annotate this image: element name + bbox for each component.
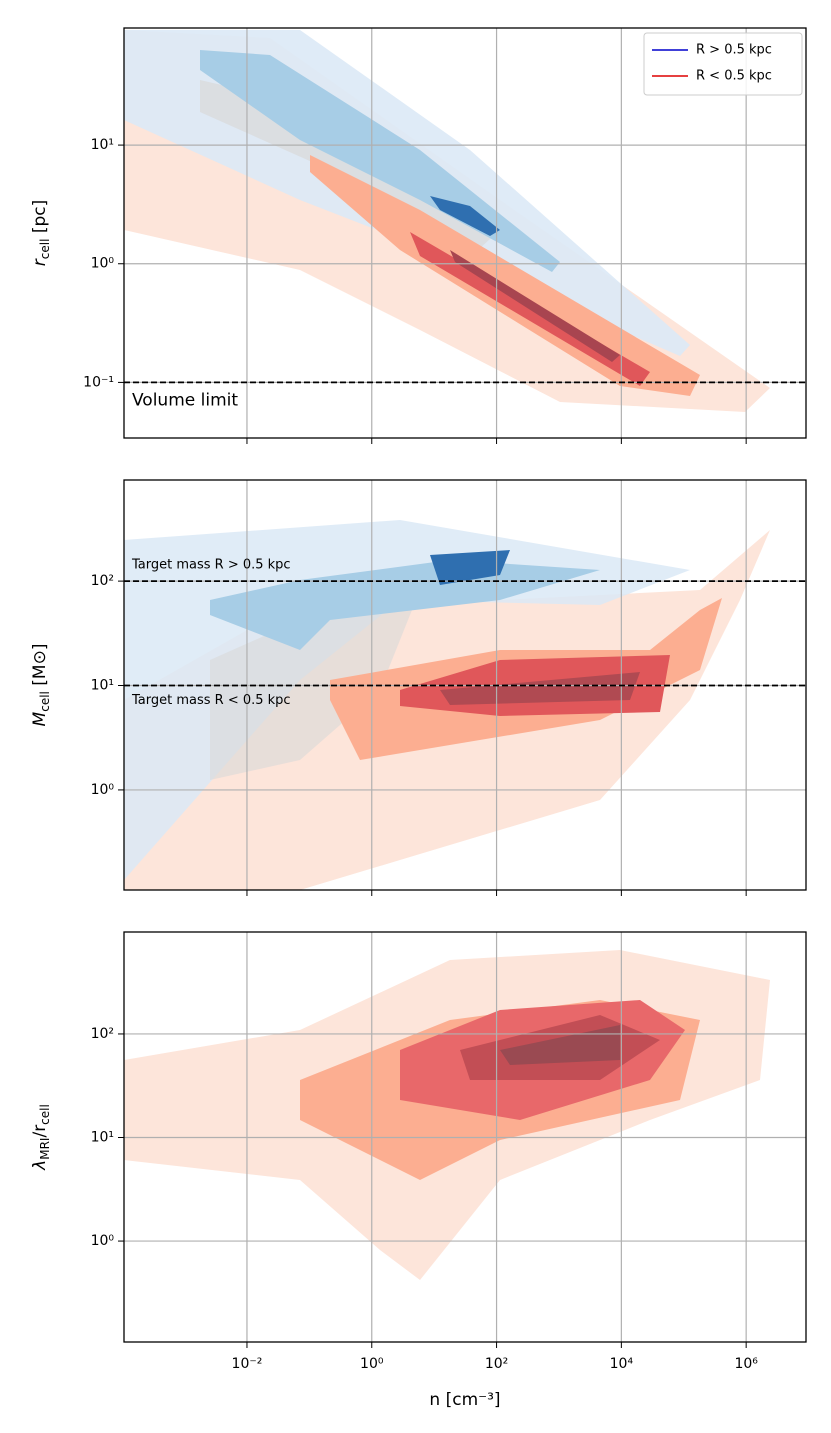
y-tick-label: 10⁰ — [91, 1233, 115, 1249]
annotation: Volume limit — [132, 390, 238, 410]
x-tick-label: 10⁶ — [734, 1356, 758, 1372]
plot-frame — [123, 479, 807, 891]
y-axis-label-part: cell — [38, 691, 52, 712]
y-axis-label-part: [pc] — [30, 200, 50, 239]
y-tick-label: 10⁻¹ — [83, 374, 114, 390]
y-axis-label-part: r — [30, 258, 50, 266]
y-axis-label: Mcell [M⊙] — [30, 644, 52, 727]
y-axis-label: rcell [pc] — [30, 200, 52, 266]
plot-frame — [123, 27, 807, 439]
y-tick-label: 10² — [91, 573, 114, 589]
y-axis-label-part: M — [30, 711, 50, 726]
annotation: Target mass R < 0.5 kpc — [131, 693, 291, 708]
contours — [124, 30, 770, 412]
y-tick-label: 10⁰ — [91, 256, 115, 272]
y-axis-label-part: cell — [38, 239, 52, 260]
y-tick-label: 10⁰ — [91, 782, 115, 798]
legend-label: R < 0.5 kpc — [696, 69, 772, 84]
legend-label: R > 0.5 kpc — [696, 43, 772, 58]
x-axis-label: n [cm⁻³] — [429, 1390, 500, 1410]
y-axis-label: λMRI/rcell — [30, 1104, 52, 1171]
y-tick-label: 10¹ — [91, 1130, 114, 1146]
x-tick-label: 10⁻² — [232, 1356, 263, 1372]
plot-frame — [123, 931, 807, 1343]
x-tick-label: 10⁴ — [610, 1356, 634, 1372]
y-tick-label: 10¹ — [91, 678, 114, 694]
annotation: Target mass R > 0.5 kpc — [131, 558, 291, 573]
x-tick-label: 10⁰ — [360, 1356, 384, 1372]
y-tick-label: 10² — [91, 1026, 114, 1042]
legend-box — [643, 32, 803, 96]
y-axis-label-part: cell — [38, 1104, 52, 1125]
y-tick-label: 10¹ — [91, 137, 114, 153]
contours — [124, 950, 770, 1280]
y-axis-label-part: λ — [30, 1160, 50, 1171]
y-axis-label-part: MRI — [38, 1138, 52, 1160]
y-axis-label-part: [M⊙] — [30, 644, 50, 692]
x-tick-label: 10² — [485, 1356, 508, 1372]
y-axis-label-part: /r — [30, 1125, 50, 1138]
